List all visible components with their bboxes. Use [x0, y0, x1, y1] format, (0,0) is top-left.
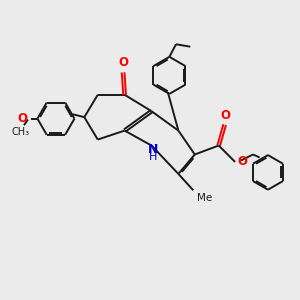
Text: O: O	[237, 155, 247, 168]
Text: N: N	[148, 142, 158, 156]
Text: CH₃: CH₃	[12, 127, 30, 137]
Text: O: O	[220, 109, 230, 122]
Text: Me: Me	[197, 193, 212, 203]
Text: H: H	[149, 152, 158, 162]
Text: O: O	[18, 112, 28, 125]
Text: O: O	[118, 56, 128, 69]
